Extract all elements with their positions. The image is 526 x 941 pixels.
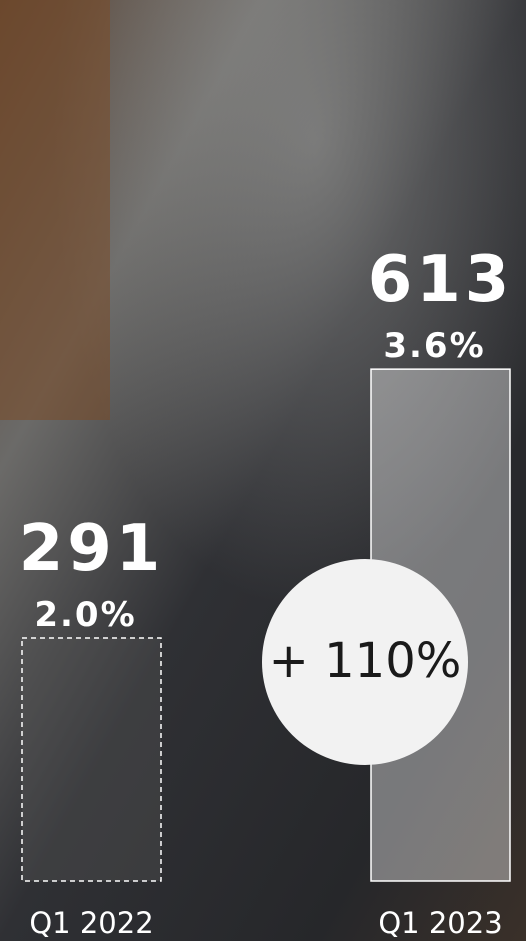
change-label: + 110% (269, 633, 462, 689)
background-shape (0, 0, 110, 420)
value-label: 613 (368, 243, 514, 317)
share-label: 3.6% (383, 326, 485, 366)
chart: 291 2.0% Q1 2022 613 3.6% Q1 2023 + 110% (0, 0, 526, 941)
bar (22, 638, 161, 881)
x-tick-label: Q1 2023 (378, 906, 502, 940)
x-tick-label: Q1 2022 (29, 906, 153, 940)
share-label: 2.0% (34, 595, 136, 635)
value-label: 291 (19, 512, 165, 586)
